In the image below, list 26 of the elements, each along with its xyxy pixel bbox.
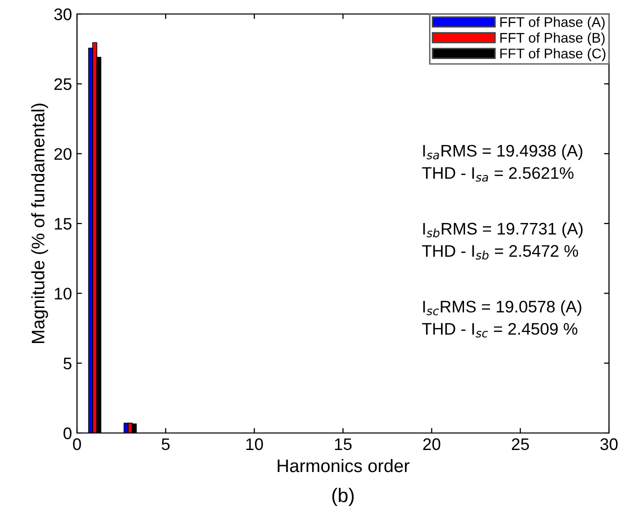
y-tick-label: 20: [54, 148, 72, 160]
annotation: I$_{sa}$RMS = 19.4938 (A): [423, 144, 582, 160]
annotation: THD - I$_{sa}$ = 2.5621%: [422, 167, 574, 182]
legend-label: FFT of Phase (B): [500, 32, 605, 46]
y-tick-label: 30: [54, 8, 72, 20]
y-axis-title: Magnitude (% of fundamental): [31, 104, 48, 343]
annotation: I$_{sb}$RMS = 19.7731 (A): [423, 222, 583, 238]
x-tick-label: 5: [162, 438, 170, 450]
annotation: I$_{sc}$RMS = 19.0578 (A): [423, 300, 582, 316]
legend-label: FFT of Phase (C): [500, 48, 606, 62]
y-tick-label: 25: [54, 78, 72, 90]
annotation: THD - I$_{sc}$ = 2.4509 %: [422, 322, 578, 338]
annotation: THD - I$_{sb}$ = 2.5472 %: [422, 245, 578, 260]
y-tick-label: 10: [54, 288, 72, 300]
y-tick-label: 15: [54, 218, 72, 230]
x-axis-title: Harmonics order: [278, 458, 410, 472]
x-tick-label: 25: [512, 438, 529, 450]
x-tick-label: 0: [73, 438, 81, 450]
y-tick-label: 5: [64, 358, 72, 370]
legend-label: FFT of Phase (A): [500, 16, 605, 30]
x-tick-label: 10: [246, 438, 263, 450]
x-tick-label: 15: [335, 438, 352, 450]
x-tick-label: 30: [600, 438, 618, 450]
text: (b): [332, 488, 354, 506]
x-tick-label: 20: [423, 438, 440, 450]
y-tick-label: 0: [64, 427, 72, 440]
